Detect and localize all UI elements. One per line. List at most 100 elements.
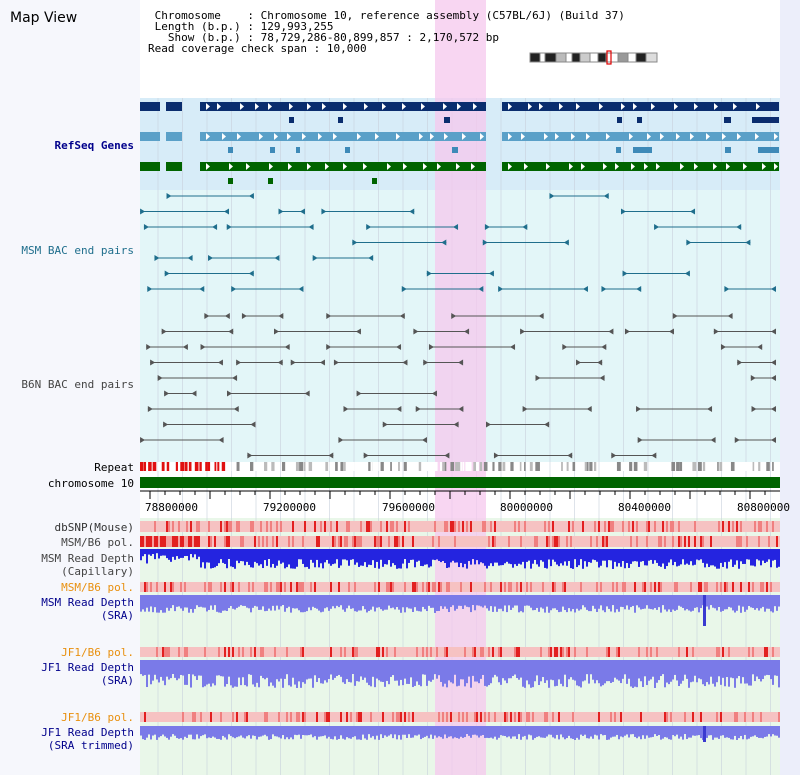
msm-polymorphism-mark-2 xyxy=(354,582,356,592)
track-label-jf1-b6-polymorphism[interactable]: JF1/B6 pol. xyxy=(61,646,134,659)
exon-arrow xyxy=(289,103,293,110)
track-label-b6n-bac-end-pairs[interactable]: B6N BAC end pairs xyxy=(21,378,134,391)
msm-capillary-depth-bar xyxy=(724,549,726,563)
dbsnp-mark xyxy=(746,521,748,532)
msm-sra-depth-bar xyxy=(540,595,542,608)
msm-sra-depth-bar xyxy=(522,595,524,613)
jf1-polymorphism-mark xyxy=(528,647,530,657)
msm-polymorphism-mark xyxy=(232,536,234,547)
jf1-polymorphism-mark xyxy=(586,647,588,657)
jf1-sra-depth-bar xyxy=(438,660,440,676)
msm-sra-depth-bar xyxy=(364,595,366,610)
jf1-trimmed-depth-bar xyxy=(448,726,450,737)
b6n-bac-end-marker xyxy=(278,313,284,319)
jf1-polymorphism-mark xyxy=(464,647,466,657)
b6n-bac-end-marker xyxy=(710,437,716,443)
msm-capillary-depth-bar xyxy=(370,549,372,566)
track-label-msm-read-depth-capillary[interactable]: MSM Read Depth xyxy=(41,552,134,565)
jf1-trimmed-depth-bar xyxy=(492,726,494,739)
msm-capillary-depth-bar xyxy=(274,549,276,568)
jf1-trimmed-depth-bar xyxy=(360,726,362,740)
jf1-sra-depth-bar xyxy=(490,660,492,684)
msm-polymorphism-mark-2 xyxy=(700,582,702,592)
jf1-trimmed-depth-bar xyxy=(546,726,548,737)
repeat-element xyxy=(352,462,355,471)
msm-polymorphism-mark-2 xyxy=(262,582,264,592)
b6n-bac-end-marker xyxy=(734,437,740,443)
msm-polymorphism-mark-2 xyxy=(670,582,672,592)
jf1-polymorphism-mark-2 xyxy=(658,712,660,722)
msm-sra-depth-bar xyxy=(506,595,508,613)
msm-sra-depth-bar xyxy=(480,595,482,607)
jf1-polymorphism-mark-2 xyxy=(690,712,692,722)
jf1-polymorphism-mark xyxy=(750,647,752,657)
msm-sra-depth-bar xyxy=(532,595,534,611)
jf1-trimmed-depth-bar xyxy=(658,726,660,736)
jf1-sra-depth-bar xyxy=(338,660,340,675)
repeat-element xyxy=(180,462,185,471)
jf1-polymorphism-mark-2 xyxy=(146,712,148,722)
dbsnp-mark xyxy=(244,521,246,532)
msm-polymorphism-mark-2 xyxy=(232,582,234,592)
msm-capillary-depth-bar xyxy=(258,549,260,566)
msm-capillary-depth-bar xyxy=(412,549,414,560)
jf1-trimmed-depth-bar xyxy=(316,726,318,740)
msm-polymorphism-mark-2 xyxy=(188,582,190,592)
msm-polymorphism-mark-2 xyxy=(240,582,242,592)
msm-sra-depth-bar xyxy=(528,595,530,606)
track-label-jf1-b6-polymorphism-2[interactable]: JF1/B6 pol. xyxy=(61,711,134,724)
jf1-polymorphism-mark xyxy=(442,647,444,657)
jf1-sra-depth-bar xyxy=(724,660,726,687)
msm-polymorphism-mark-2 xyxy=(604,582,606,592)
jf1-polymorphism-mark-2 xyxy=(256,712,258,722)
jf1-trimmed-depth-bar xyxy=(446,726,448,739)
jf1-polymorphism-mark-2 xyxy=(298,712,300,722)
msm-polymorphism-mark-2 xyxy=(440,582,442,592)
track-label-dbsnp[interactable]: dbSNP(Mouse) xyxy=(54,521,134,534)
jf1-trimmed-depth-bar xyxy=(548,726,550,735)
jf1-polymorphism-mark-2 xyxy=(522,712,524,722)
jf1-polymorphism-mark xyxy=(362,647,364,657)
jf1-sra-depth-bar xyxy=(280,660,282,679)
jf1-sra-depth-bar xyxy=(558,660,560,680)
msm-polymorphism-mark xyxy=(568,536,570,547)
jf1-polymorphism-mark xyxy=(352,647,354,657)
jf1-trimmed-depth-bar xyxy=(474,726,476,735)
msm-polymorphism-mark-2 xyxy=(686,582,688,592)
jf1-polymorphism-mark-2 xyxy=(688,712,690,722)
track-label-msm-b6-polymorphism[interactable]: MSM/B6 pol. xyxy=(61,536,134,549)
track-label-msm-bac-end-pairs[interactable]: MSM BAC end pairs xyxy=(21,244,134,257)
refseq-gene xyxy=(228,147,233,153)
track-label-refseq-genes[interactable]: RefSeq Genes xyxy=(54,139,134,152)
jf1-polymorphism-mark-2 xyxy=(660,712,662,722)
dbsnp-mark xyxy=(238,521,240,532)
dbsnp-mark xyxy=(412,521,414,532)
msm-capillary-depth-bar xyxy=(638,549,640,567)
msm-sra-depth-bar xyxy=(438,595,440,611)
msm-polymorphism-mark-2 xyxy=(492,582,494,592)
track-label-msm-read-depth-sra[interactable]: MSM Read Depth xyxy=(41,596,134,609)
jf1-trimmed-depth-bar xyxy=(584,726,586,735)
track-label-jf1-read-depth[interactable]: JF1 Read Depth xyxy=(41,661,134,674)
msm-capillary-depth-bar xyxy=(296,549,298,567)
jf1-sra-depth-bar xyxy=(140,660,142,675)
msm-capillary-depth-bar xyxy=(678,549,680,566)
b6n-bac-end-marker xyxy=(218,437,224,443)
jf1-polymorphism-mark-2 xyxy=(294,712,296,722)
track-label-chromosome[interactable]: chromosome 10 xyxy=(47,477,134,490)
jf1-polymorphism-mark-2 xyxy=(242,712,244,722)
jf1-sra-depth-bar xyxy=(262,660,264,679)
track-label-jf1-read-depth-trimmed[interactable]: JF1 Read Depth xyxy=(41,726,134,739)
jf1-polymorphism-mark-2 xyxy=(438,712,440,722)
jf1-polymorphism-mark xyxy=(440,647,442,657)
track-label-repeat[interactable]: Repeat xyxy=(94,461,134,474)
jf1-trimmed-depth-bar xyxy=(734,726,736,736)
jf1-polymorphism-mark xyxy=(214,647,216,657)
jf1-polymorphism-mark-2 xyxy=(684,712,686,722)
track-label-msm-b6-polymorphism-2[interactable]: MSM/B6 pol. xyxy=(61,581,134,594)
jf1-trimmed-depth-bar xyxy=(312,726,314,738)
jf1-trimmed-depth-bar xyxy=(666,726,668,738)
msm-sra-depth-bar xyxy=(738,595,740,606)
